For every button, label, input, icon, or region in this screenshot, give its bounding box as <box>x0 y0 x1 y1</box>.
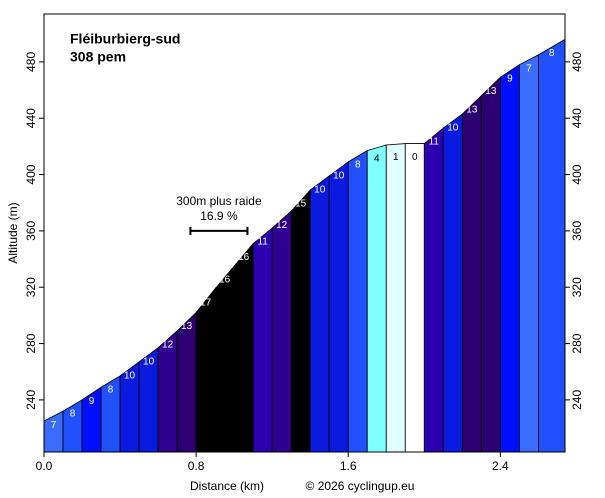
segment-label: 10 <box>143 356 155 367</box>
y-tick-label-right: 360 <box>570 221 584 241</box>
segment-label: 11 <box>429 137 440 148</box>
segment-label: 8 <box>549 48 555 59</box>
segment <box>309 175 330 453</box>
segment <box>252 227 273 453</box>
segment-label: 4 <box>374 154 380 165</box>
segment-label: 7 <box>526 63 532 74</box>
segment <box>385 143 406 453</box>
y-tick-label-right: 240 <box>570 390 584 410</box>
segment-label: 12 <box>162 340 174 351</box>
annotation-text: 300m plus raide <box>176 194 262 208</box>
segment <box>328 161 349 453</box>
x-tick-label: 0.0 <box>36 459 53 473</box>
chart-subtitle: 308 pem <box>70 49 126 65</box>
y-tick-label: 400 <box>24 164 38 184</box>
y-tick-label: 280 <box>24 333 38 353</box>
segment <box>43 410 64 453</box>
y-axis-label: Altitude (m) <box>6 202 20 263</box>
segment-label: 16 <box>219 275 231 286</box>
y-tick-label-right: 400 <box>570 164 584 184</box>
segment <box>537 38 566 453</box>
segment-label: 1 <box>393 152 399 163</box>
segment-label: 17 <box>200 297 212 308</box>
segment <box>461 94 482 453</box>
segment <box>499 63 520 453</box>
segment-label: 13 <box>485 86 497 97</box>
segment <box>423 127 444 453</box>
y-tick-label: 440 <box>24 108 38 128</box>
segment-label: 10 <box>314 185 326 196</box>
segment-label: 16 <box>238 252 250 263</box>
segment-label: 8 <box>108 385 114 396</box>
credit: © 2026 cyclingup.eu <box>306 479 415 493</box>
y-tick-label: 240 <box>24 390 38 410</box>
y-tick-label-right: 480 <box>570 52 584 72</box>
segment-label: 8 <box>70 409 76 420</box>
segment-label: 15 <box>295 199 307 210</box>
segment <box>480 76 501 453</box>
y-tick-label-right: 440 <box>570 108 584 128</box>
x-tick-label: 0.8 <box>188 459 205 473</box>
segment-label: 10 <box>333 171 345 182</box>
segment <box>214 265 235 453</box>
segment <box>404 143 425 453</box>
chart-title: Fléiburbierg-sud <box>70 31 180 47</box>
y-tick-label: 320 <box>24 277 38 297</box>
segment-label: 7 <box>51 420 57 431</box>
segment-label: 12 <box>276 220 288 231</box>
segment-label: 0 <box>412 152 418 163</box>
x-axis-label: Distance (km) <box>190 479 264 493</box>
segment-label: 11 <box>257 237 268 248</box>
segment <box>442 113 463 453</box>
annotation-text: 16.9 % <box>200 209 238 223</box>
y-tick-label-right: 320 <box>570 277 584 297</box>
y-tick-label: 360 <box>24 221 38 241</box>
segment-label: 13 <box>181 321 193 332</box>
segment-label: 10 <box>447 123 459 134</box>
y-tick-label: 480 <box>24 52 38 72</box>
segment <box>290 189 311 453</box>
segment-label: 9 <box>507 73 513 84</box>
segment-label: 13 <box>466 104 478 115</box>
segment-label: 10 <box>124 371 136 382</box>
segment-label: 8 <box>355 159 361 170</box>
segment <box>233 242 254 453</box>
segment <box>271 210 292 453</box>
segment-label: 9 <box>89 396 95 407</box>
segment <box>347 149 368 453</box>
x-tick-label: 2.4 <box>492 459 509 473</box>
segment <box>366 144 387 453</box>
plot-frame <box>43 13 566 453</box>
segment <box>176 311 197 453</box>
y-tick-label-right: 280 <box>570 333 584 353</box>
x-tick-label: 1.6 <box>340 459 357 473</box>
segment <box>518 54 539 453</box>
segment <box>195 287 216 453</box>
